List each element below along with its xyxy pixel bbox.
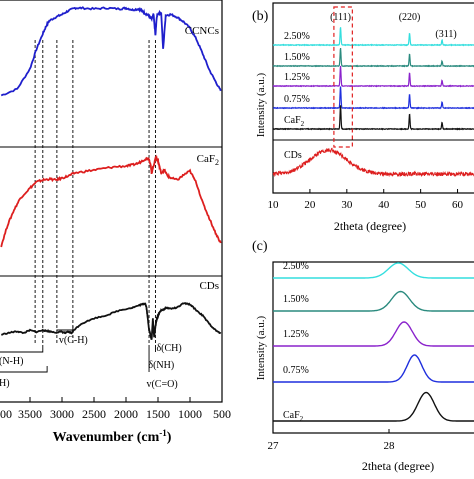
panel-b-x-axis-label: 2theta (degree) bbox=[334, 219, 406, 233]
annotation-h: H) bbox=[0, 378, 10, 389]
panel-c-frame bbox=[272, 261, 474, 434]
series-label-1-25: 1.25% bbox=[283, 329, 309, 340]
series-label-cds: CDs bbox=[199, 280, 219, 292]
series-line-0-75 bbox=[273, 354, 474, 383]
panel-a-ftir: 3500 3000 2500 2000 1500 1000 500 00 CCNCs CaF… bbox=[0, 0, 231, 445]
series-line-caf2 bbox=[273, 391, 474, 422]
series-label-0-75: 0.75% bbox=[283, 365, 309, 376]
series-line-ccncs bbox=[0, 6, 222, 97]
x-tick-label: 500 bbox=[213, 407, 231, 421]
annotation-dch: δ(CH) bbox=[156, 343, 181, 354]
x-tick-label: 1500 bbox=[146, 407, 170, 421]
annotation-vco: v(C=O) bbox=[146, 379, 177, 390]
x-tick-label: 3500 bbox=[18, 407, 42, 421]
x-tick-label: 2000 bbox=[114, 407, 138, 421]
bracket-nh-co bbox=[148, 345, 156, 372]
panel-b-highlight-box bbox=[333, 6, 353, 148]
panel-b-xrd: (b) Intensity (a.u.) 2theta (degree) 10 2… bbox=[252, 2, 474, 233]
panel-b-y-axis-label: Intensity (a.u.) bbox=[255, 72, 267, 137]
x-tick-label: 3000 bbox=[50, 407, 74, 421]
panel-c-xrd-zoom: (c) Intensity (a.u.) 2theta (degree) 27 2… bbox=[252, 239, 474, 473]
x-tick-label: 2500 bbox=[82, 407, 106, 421]
panel-c-ticks: 27 28 bbox=[268, 429, 396, 452]
x-tick-label: 30 bbox=[341, 199, 353, 211]
series-line-caf2 bbox=[0, 154, 222, 248]
bracket-nh bbox=[0, 345, 44, 353]
panel-a-x-axis-label: Wavenumber (cm-1) bbox=[53, 428, 172, 445]
panel-b-ticks: 10 20 30 40 50 60 bbox=[268, 189, 464, 211]
series-label-2-50: 2.50% bbox=[283, 261, 309, 272]
series-line-cds bbox=[1, 302, 222, 341]
x-tick-label: 10 bbox=[268, 199, 280, 211]
x-tick-label: 50 bbox=[415, 199, 427, 211]
series-line-cds bbox=[272, 147, 474, 178]
series-label-0-75: 0.75% bbox=[284, 94, 310, 105]
peak-label: (220) bbox=[399, 12, 421, 23]
panel-b-label: (b) bbox=[252, 9, 269, 24]
peak-label: (311) bbox=[435, 29, 456, 40]
panel-c-series-labels: 2.50% 1.50% 1.25% 0.75% CaF2 bbox=[283, 261, 309, 423]
panel-a-ticks: 3500 3000 2500 2000 1500 1000 500 bbox=[18, 397, 231, 421]
series-line-2-50 bbox=[273, 262, 474, 279]
series-line-1-25 bbox=[273, 321, 474, 347]
series-label-caf2: CaF2 bbox=[197, 153, 219, 167]
series-label-caf2: CaF2 bbox=[284, 115, 305, 128]
panel-b-series bbox=[272, 27, 474, 178]
panel-b-frame bbox=[272, 2, 474, 194]
panel-a-guide-lines bbox=[34, 40, 156, 345]
peak-label: (111) bbox=[330, 12, 351, 23]
series-label-1-25: 1.25% bbox=[284, 72, 310, 83]
annotation-vch: v(C-H) bbox=[59, 335, 88, 346]
series-line-1-25 bbox=[272, 65, 474, 88]
annotation-nh: (N-H) bbox=[0, 356, 23, 367]
bracket-h bbox=[0, 366, 48, 373]
panel-b-series-labels: 2.50% 1.50% 1.25% 0.75% CaF2 CDs bbox=[284, 31, 310, 161]
series-line-1-50 bbox=[273, 290, 474, 312]
subscript: 2 bbox=[215, 158, 219, 167]
panel-a-tick-partial: 00 bbox=[0, 407, 12, 421]
series-label-1-50: 1.50% bbox=[284, 52, 310, 63]
panel-a-series bbox=[0, 6, 222, 341]
x-tick-label: 27 bbox=[268, 440, 280, 452]
series-line-1-50 bbox=[272, 47, 474, 68]
series-line-2-50 bbox=[272, 27, 474, 47]
series-line-0-75 bbox=[272, 86, 474, 110]
annotation-dnh: δ(NH) bbox=[148, 360, 174, 371]
x-tick-label: 20 bbox=[304, 199, 316, 211]
series-label-2-50: 2.50% bbox=[284, 31, 310, 42]
panel-a-annotations: (N-H) H) v(C-H) δ(NH) v(C=O) δ(CH) bbox=[0, 326, 182, 390]
panel-c-label: (c) bbox=[252, 239, 268, 254]
series-line-caf2 bbox=[272, 105, 474, 131]
panel-c-y-axis-label: Intensity (a.u.) bbox=[255, 315, 267, 380]
series-label-caf2: CaF2 bbox=[283, 410, 304, 423]
panel-a-frame bbox=[0, 0, 223, 403]
x-tick-label: 1000 bbox=[178, 407, 202, 421]
series-label-cds: CDs bbox=[284, 150, 302, 161]
panel-b-peak-labels: (111) (220) (311) bbox=[330, 12, 457, 40]
bracket-ch bbox=[56, 326, 74, 331]
series-label-ccncs: CCNCs bbox=[185, 25, 219, 37]
panel-c-x-axis-label: 2theta (degree) bbox=[362, 459, 434, 473]
panel-c-series bbox=[273, 262, 474, 422]
series-label-1-50: 1.50% bbox=[283, 294, 309, 305]
x-tick-label: 28 bbox=[384, 440, 396, 452]
x-tick-label: 60 bbox=[452, 199, 464, 211]
x-tick-label: 40 bbox=[378, 199, 390, 211]
